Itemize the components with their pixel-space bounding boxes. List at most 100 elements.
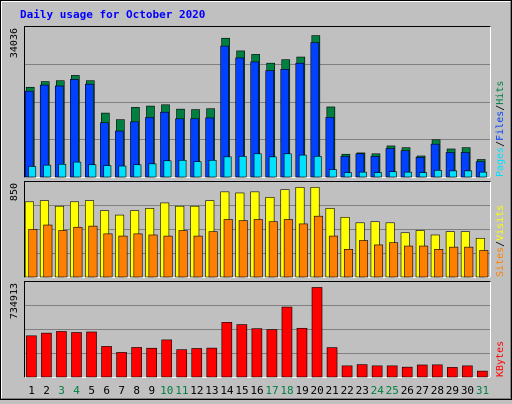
- legend-separator: /: [495, 141, 506, 147]
- legend-separator: /: [495, 241, 506, 247]
- bar-pages-day-11: [178, 160, 187, 178]
- bar-sites-day-30: [464, 246, 474, 278]
- bar-kbytes-day-8: [131, 347, 142, 378]
- day-label-31: 31: [476, 384, 489, 397]
- bar-pages-day-31: [479, 171, 488, 178]
- day-label-30: 30: [461, 384, 474, 397]
- day-label-18: 18: [280, 384, 293, 397]
- bar-sites-day-25: [389, 242, 399, 278]
- bar-sites-day-20: [313, 215, 323, 278]
- bar-files-day-2: [39, 84, 49, 178]
- day-label-2: 2: [43, 384, 50, 397]
- bar-sites-day-8: [133, 233, 143, 278]
- bar-sites-day-3: [58, 230, 68, 278]
- bar-pages-day-30: [464, 170, 473, 178]
- bar-pages-day-2: [43, 164, 52, 178]
- bar-pages-day-16: [253, 153, 262, 178]
- bar-kbytes-day-6: [101, 346, 112, 378]
- bar-sites-day-23: [359, 240, 369, 278]
- bar-kbytes-day-10: [161, 339, 172, 378]
- bar-sites-day-14: [223, 219, 233, 278]
- bar-pages-day-4: [73, 161, 82, 178]
- day-label-12: 12: [190, 384, 203, 397]
- bar-kbytes-day-9: [146, 347, 157, 378]
- legend-kbytes: KBytes: [495, 341, 506, 377]
- bar-sites-day-19: [298, 223, 308, 278]
- day-label-6: 6: [103, 384, 110, 397]
- bar-kbytes-day-23: [356, 364, 368, 378]
- bar-sites-day-28: [434, 249, 444, 278]
- day-label-24: 24: [371, 384, 385, 397]
- bar-pages-day-25: [389, 171, 397, 178]
- day-label-22: 22: [341, 384, 354, 397]
- bar-kbytes-day-15: [236, 324, 248, 378]
- bar-kbytes-day-7: [116, 352, 127, 378]
- bar-files-day-3: [54, 85, 64, 178]
- day-label-21: 21: [326, 384, 339, 397]
- legend-entry-files: Files: [495, 111, 506, 141]
- bar-pages-day-15: [238, 156, 247, 178]
- bar-sites-day-5: [88, 225, 98, 278]
- bar-sites-day-18: [283, 219, 293, 278]
- bar-sites-day-6: [103, 233, 113, 278]
- bar-kbytes-day-25: [386, 365, 398, 378]
- bar-kbytes-day-24: [371, 365, 383, 378]
- bar-sites-day-21: [328, 235, 338, 278]
- bar-sites-day-7: [118, 235, 128, 278]
- bar-pages-day-27: [419, 172, 427, 178]
- bar-sites-day-24: [374, 244, 384, 278]
- bar-pages-day-21: [328, 169, 337, 178]
- bar-kbytes-day-20: [311, 287, 323, 378]
- bar-kbytes-day-29: [446, 367, 458, 378]
- bar-pages-day-18: [283, 153, 292, 178]
- bar-sites-day-11: [178, 230, 188, 278]
- bar-files-day-21: [325, 117, 335, 178]
- bar-pages-day-20: [313, 156, 322, 178]
- day-label-7: 7: [118, 384, 125, 397]
- day-label-14: 14: [220, 384, 234, 397]
- bar-files-day-5: [85, 83, 94, 178]
- legend-entry-sites: Sites: [495, 247, 506, 277]
- bar-pages-day-14: [223, 156, 232, 178]
- bar-sites-day-13: [208, 231, 218, 278]
- day-label-17: 17: [265, 384, 278, 397]
- bar-sites-day-2: [43, 224, 53, 278]
- day-label-13: 13: [205, 384, 218, 397]
- bar-pages-day-23: [359, 171, 367, 178]
- legend-hits-files-pages: Pages/Files/Hits: [495, 81, 506, 177]
- bar-files-day-1: [24, 90, 34, 178]
- axis-max-label-hits-files-pages: 34036: [9, 28, 20, 58]
- bar-kbytes-day-14: [221, 322, 233, 378]
- bar-pages-day-10: [163, 160, 172, 178]
- day-label-11: 11: [175, 384, 188, 397]
- bar-sites-day-1: [28, 229, 38, 278]
- day-label-9: 9: [148, 384, 155, 397]
- legend-entry-pages: Pages: [495, 147, 506, 177]
- day-label-4: 4: [73, 384, 80, 397]
- bar-sites-day-29: [449, 246, 459, 278]
- bar-kbytes-day-12: [191, 348, 203, 378]
- bar-kbytes-day-13: [206, 347, 218, 378]
- chart-title: Daily usage for October 2020: [20, 8, 205, 21]
- bar-pages-day-6: [103, 165, 112, 178]
- bar-kbytes-day-11: [176, 349, 188, 378]
- bar-kbytes-day-30: [462, 365, 473, 378]
- day-label-25: 25: [386, 384, 399, 397]
- day-label-29: 29: [446, 384, 459, 397]
- legend-visits-sites: Sites/Visits: [495, 205, 506, 277]
- bar-kbytes-day-4: [71, 332, 82, 378]
- axis-max-label-kbytes: 734913: [9, 283, 20, 319]
- bar-kbytes-day-5: [86, 331, 97, 378]
- bar-pages-day-26: [404, 171, 412, 178]
- day-label-26: 26: [401, 384, 414, 397]
- day-label-10: 10: [160, 384, 173, 397]
- bar-pages-day-24: [374, 172, 382, 178]
- bar-sites-day-31: [479, 250, 489, 278]
- bar-sites-day-15: [238, 220, 248, 278]
- bar-pages-day-9: [148, 163, 157, 178]
- bar-sites-day-10: [163, 235, 173, 278]
- bar-sites-day-27: [419, 245, 429, 278]
- bar-pages-day-12: [193, 161, 202, 178]
